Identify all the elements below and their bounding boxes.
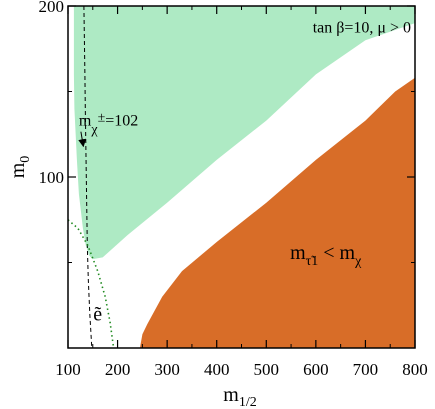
y-tick-label: 200 (39, 0, 65, 16)
x-tick-label: 200 (105, 360, 131, 379)
annotation-params: tan β=10, μ > 0 (313, 20, 411, 37)
x-tick-label: 400 (204, 360, 230, 379)
selectron-label: ẽ (93, 304, 102, 326)
line-chargino (83, 6, 93, 348)
x-axis-label: m1/2 (223, 384, 256, 409)
x-tick-label: 700 (353, 360, 379, 379)
y-tick-label: 100 (39, 168, 65, 187)
x-tick-label: 500 (254, 360, 280, 379)
region-orange (139, 77, 415, 348)
chargino-arrow (78, 131, 87, 148)
x-tick-label: 600 (303, 360, 329, 379)
region-green (73, 6, 415, 260)
y-axis-label: m0 (7, 156, 33, 179)
x-tick-label: 800 (402, 360, 428, 379)
x-tick-label: 300 (154, 360, 180, 379)
x-tick-label: 100 (55, 360, 81, 379)
line-selectron (68, 219, 115, 348)
